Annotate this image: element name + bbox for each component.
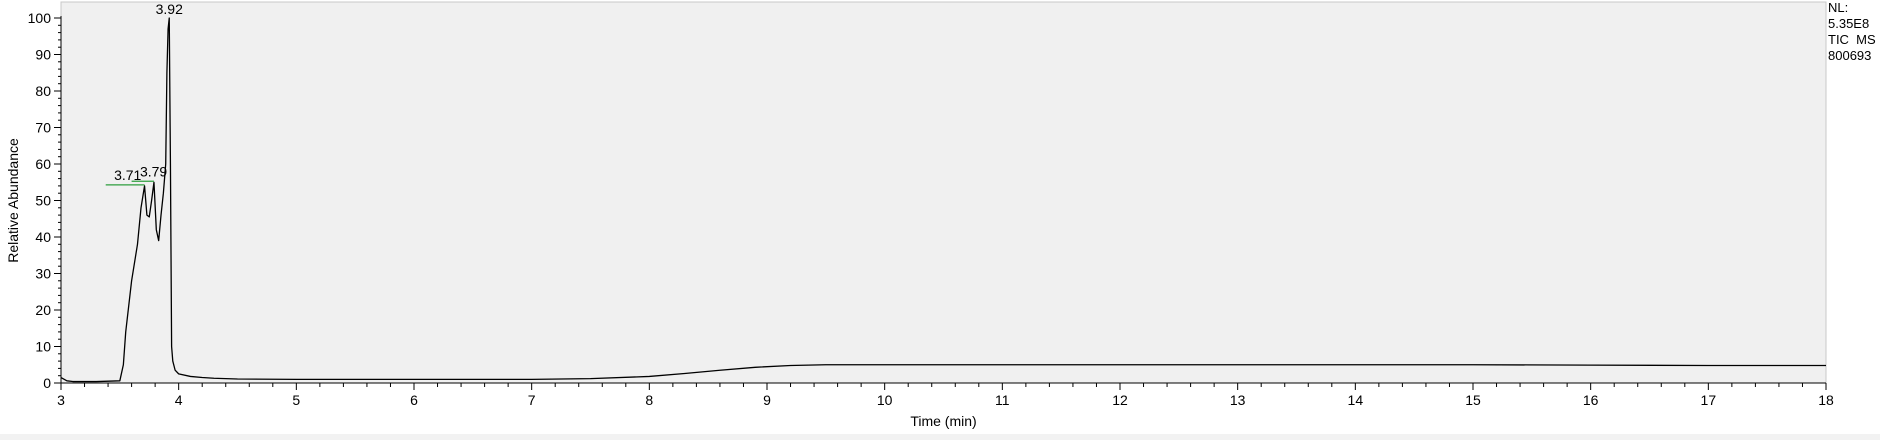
y-tick-label: 100 xyxy=(28,10,52,26)
plot-area xyxy=(60,1,1827,384)
x-tick-label: 9 xyxy=(763,392,771,408)
x-tick-label: 15 xyxy=(1465,392,1481,408)
annotation-line: TIC MS xyxy=(1828,32,1876,47)
x-tick-label: 3 xyxy=(57,392,65,408)
x-tick-label: 16 xyxy=(1583,392,1599,408)
y-tick-label: 0 xyxy=(43,375,51,391)
y-tick-label: 10 xyxy=(35,339,51,355)
annotation-line: 800693 xyxy=(1828,48,1871,63)
y-tick-label: 70 xyxy=(35,120,51,136)
x-tick-label: 7 xyxy=(528,392,536,408)
y-tick-label: 80 xyxy=(35,83,51,99)
x-tick-label: 13 xyxy=(1230,392,1246,408)
y-tick-label: 50 xyxy=(35,193,51,209)
y-tick-label: 90 xyxy=(35,47,51,63)
x-tick-label: 6 xyxy=(410,392,418,408)
x-tick-label: 10 xyxy=(877,392,893,408)
y-tick-label: 20 xyxy=(35,302,51,318)
peak-label: 3.79 xyxy=(140,163,167,179)
x-tick-label: 12 xyxy=(1112,392,1128,408)
y-tick-label: 30 xyxy=(35,266,51,282)
x-tick-label: 11 xyxy=(995,392,1010,408)
x-tick-label: 4 xyxy=(175,392,183,408)
x-axis-ticks: 3 4 5 6 7 8 9 10 11 12 13 14 15 16 17 18 xyxy=(57,383,1834,408)
tic-trace-line xyxy=(60,17,1826,383)
x-axis-label: Time (min) xyxy=(910,413,976,429)
bottom-strip xyxy=(0,434,1880,440)
y-axis-label: Relative Abundance xyxy=(5,138,21,263)
y-tick-label: 60 xyxy=(35,156,51,172)
x-tick-label: 18 xyxy=(1818,392,1834,408)
x-tick-label: 8 xyxy=(645,392,653,408)
y-axis-ticks: 0 10 20 30 40 50 60 70 80 90 100 xyxy=(28,10,61,391)
y-tick-label: 40 xyxy=(35,229,51,245)
x-tick-label: 5 xyxy=(292,392,300,408)
info-annotation: NL: 5.35E8 TIC MS 800693 xyxy=(1828,0,1876,63)
annotation-line: 5.35E8 xyxy=(1828,16,1869,31)
peak-label: 3.71 xyxy=(114,167,141,183)
annotation-line: NL: xyxy=(1828,0,1848,15)
x-tick-label: 17 xyxy=(1701,392,1717,408)
peak-label: 3.92 xyxy=(156,1,183,17)
x-tick-label: 14 xyxy=(1348,392,1364,408)
